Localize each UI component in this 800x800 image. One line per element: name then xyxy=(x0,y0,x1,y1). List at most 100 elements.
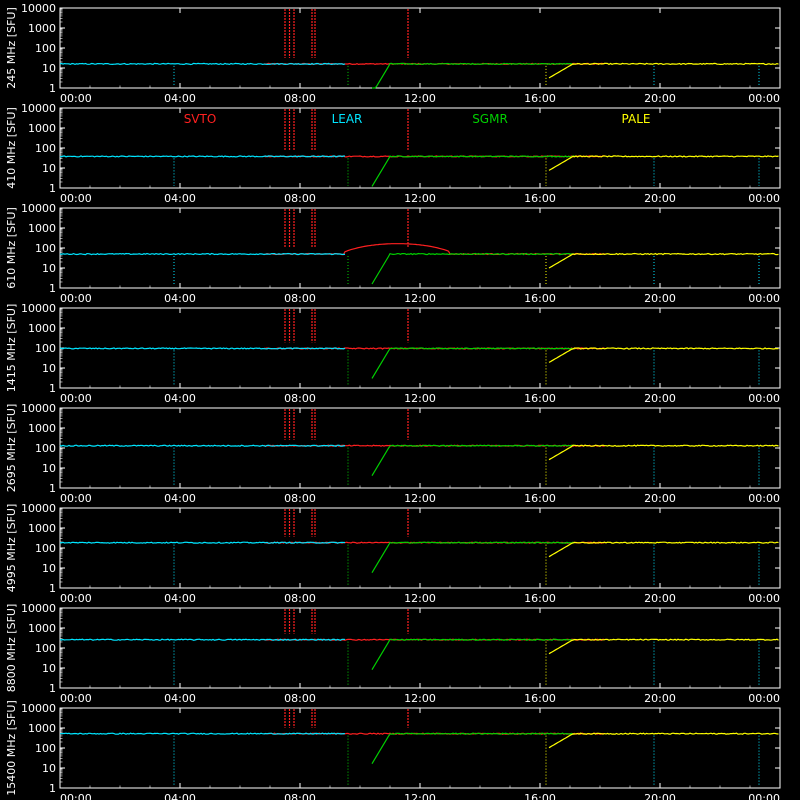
series-pale-line xyxy=(548,62,779,79)
y-axis-label: 15400 MHz [SFU] xyxy=(5,700,18,795)
x-tick-label: 16:00 xyxy=(524,592,556,605)
panel-frame xyxy=(59,7,781,89)
series-sgmr-line xyxy=(371,155,575,187)
legend-entry-lear: LEAR xyxy=(332,112,363,126)
series-sgmr-line xyxy=(371,541,575,574)
series-sgmr-line xyxy=(371,347,575,379)
x-tick-label: 12:00 xyxy=(404,92,436,105)
series-sgmr-line xyxy=(371,252,575,285)
x-tick-label: 16:00 xyxy=(524,192,556,205)
x-tick-label: 16:00 xyxy=(524,392,556,405)
x-tick-label: 08:00 xyxy=(284,192,316,205)
y-tick-label: 100 xyxy=(35,442,56,455)
series-lear-line xyxy=(59,252,346,256)
x-tick-label: 20:00 xyxy=(644,192,676,205)
x-tick-label: 12:00 xyxy=(404,592,436,605)
legend: SVTO LEAR SGMR PALE xyxy=(184,112,651,126)
y-tick-label: 1000 xyxy=(28,222,56,235)
x-tick-label: 20:00 xyxy=(644,492,676,505)
x-tick-label: 12:00 xyxy=(404,792,436,800)
y-tick-label: 10000 xyxy=(21,302,56,315)
x-tick-label: 04:00 xyxy=(164,692,196,705)
y-tick-label: 10 xyxy=(42,62,56,75)
panel-frame xyxy=(59,507,781,589)
x-tick-label: 00:00 xyxy=(748,692,780,705)
y-axis-label: 410 MHz [SFU] xyxy=(5,107,18,188)
y-tick-label: 10000 xyxy=(21,202,56,215)
y-tick-label: 10000 xyxy=(21,602,56,615)
x-tick-label: 04:00 xyxy=(164,792,196,800)
x-tick-label: 00:00 xyxy=(60,592,92,605)
series-lear-line xyxy=(59,638,346,641)
y-tick-label: 1 xyxy=(49,782,56,795)
x-tick-label: 20:00 xyxy=(644,392,676,405)
y-tick-label: 1000 xyxy=(28,622,56,635)
x-tick-label: 00:00 xyxy=(60,692,92,705)
series-pale-line xyxy=(548,444,779,461)
y-tick-label: 100 xyxy=(35,342,56,355)
x-tick-label: 00:00 xyxy=(748,192,780,205)
x-tick-label: 12:00 xyxy=(404,392,436,405)
series-sgmr-line xyxy=(371,638,575,671)
y-tick-label: 1 xyxy=(49,282,56,295)
x-tick-label: 04:00 xyxy=(164,292,196,305)
x-tick-label: 00:00 xyxy=(748,792,780,800)
panel-frame xyxy=(59,707,781,789)
x-tick-label: 04:00 xyxy=(164,592,196,605)
x-tick-label: 08:00 xyxy=(284,592,316,605)
x-tick-label: 04:00 xyxy=(164,392,196,405)
y-tick-label: 10 xyxy=(42,362,56,375)
x-tick-label: 12:00 xyxy=(404,492,436,505)
x-tick-label: 08:00 xyxy=(284,692,316,705)
x-tick-label: 16:00 xyxy=(524,92,556,105)
x-tick-label: 04:00 xyxy=(164,92,196,105)
x-tick-label: 08:00 xyxy=(284,492,316,505)
y-tick-label: 10 xyxy=(42,262,56,275)
y-tick-label: 10 xyxy=(42,662,56,675)
x-tick-label: 00:00 xyxy=(60,392,92,405)
y-tick-label: 100 xyxy=(35,42,56,55)
series-lear-line xyxy=(59,155,346,158)
y-tick-label: 1 xyxy=(49,482,56,495)
x-tick-label: 00:00 xyxy=(60,192,92,205)
y-axis-label: 245 MHz [SFU] xyxy=(5,7,18,88)
x-tick-label: 00:00 xyxy=(60,792,92,800)
x-tick-label: 04:00 xyxy=(164,492,196,505)
y-tick-label: 10 xyxy=(42,762,56,775)
y-axis-label: 1415 MHz [SFU] xyxy=(5,304,18,392)
y-tick-label: 10 xyxy=(42,462,56,475)
y-tick-label: 10000 xyxy=(21,2,56,15)
series-pale-line xyxy=(548,252,779,269)
x-tick-label: 16:00 xyxy=(524,292,556,305)
x-tick-label: 12:00 xyxy=(404,692,436,705)
legend-entry-pale: PALE xyxy=(622,112,651,126)
panel-frame xyxy=(59,207,781,289)
x-tick-label: 12:00 xyxy=(404,292,436,305)
y-tick-label: 100 xyxy=(35,742,56,755)
y-axis-label: 610 MHz [SFU] xyxy=(5,207,18,288)
y-tick-label: 1000 xyxy=(28,322,56,335)
y-tick-label: 10000 xyxy=(21,702,56,715)
series-pale-line xyxy=(548,732,779,749)
series-pale-line xyxy=(548,638,779,655)
x-tick-label: 00:00 xyxy=(748,292,780,305)
y-axis-label: 8800 MHz [SFU] xyxy=(5,604,18,692)
y-tick-label: 1000 xyxy=(28,122,56,135)
y-tick-label: 10000 xyxy=(21,402,56,415)
x-tick-label: 00:00 xyxy=(748,492,780,505)
y-tick-label: 1 xyxy=(49,682,56,695)
series-lear-line xyxy=(60,732,346,735)
y-tick-label: 100 xyxy=(35,242,56,255)
y-tick-label: 100 xyxy=(35,642,56,655)
x-tick-label: 16:00 xyxy=(524,692,556,705)
y-tick-label: 1000 xyxy=(28,22,56,35)
